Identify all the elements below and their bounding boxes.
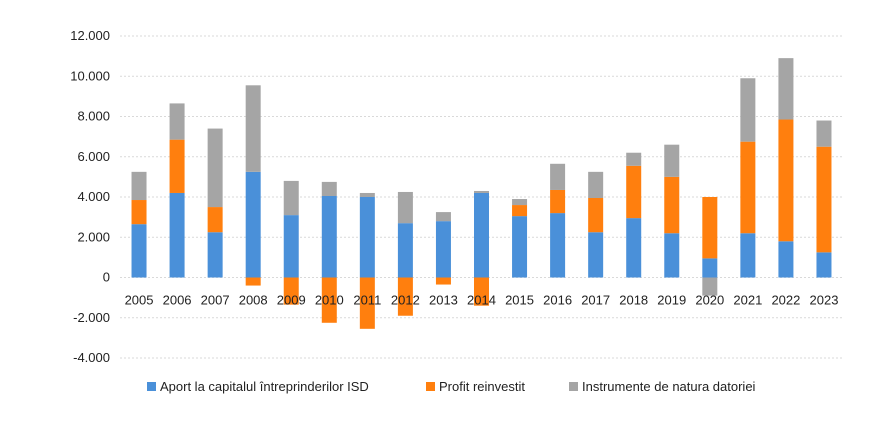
bar-segment bbox=[131, 200, 147, 225]
bars bbox=[131, 58, 832, 329]
x-tick-label: 2015 bbox=[505, 293, 534, 308]
bar-segment bbox=[359, 197, 375, 278]
x-tick-label: 2006 bbox=[163, 293, 192, 308]
bar-segment bbox=[626, 165, 642, 219]
x-tick-label: 2018 bbox=[619, 293, 648, 308]
x-tick-label: 2011 bbox=[353, 293, 381, 308]
bar-segment bbox=[207, 128, 223, 208]
x-tick-label: 2014 bbox=[467, 293, 496, 308]
bar-segment bbox=[397, 223, 413, 278]
bar-segment bbox=[778, 58, 794, 120]
bar-segment bbox=[588, 232, 604, 278]
bar-segment bbox=[702, 277, 718, 296]
y-tick-label: 0 bbox=[103, 270, 110, 285]
bar-segment bbox=[740, 78, 756, 142]
bar-segment bbox=[131, 171, 147, 201]
bar-segment bbox=[664, 233, 680, 278]
x-tick-label: 2007 bbox=[201, 293, 230, 308]
bar-segment bbox=[131, 224, 147, 278]
bar-segment bbox=[169, 139, 185, 193]
x-tick-label: 2009 bbox=[277, 293, 306, 308]
bar-segment bbox=[816, 252, 832, 278]
legend: Aport la capitalul întreprinderilor ISD P… bbox=[147, 379, 756, 394]
x-tick-label: 2023 bbox=[810, 293, 839, 308]
bar-segment bbox=[474, 190, 489, 193]
bar-segment bbox=[245, 85, 261, 172]
bar-segment bbox=[207, 232, 223, 278]
x-tick-label: 2017 bbox=[581, 293, 610, 308]
bar-segment bbox=[512, 216, 528, 278]
bar-segment bbox=[245, 277, 261, 286]
bar-segment bbox=[169, 192, 185, 278]
bar-segment bbox=[435, 221, 451, 278]
bar-segment bbox=[550, 213, 566, 278]
bar-segment bbox=[778, 119, 794, 242]
bar-segment bbox=[321, 181, 337, 196]
bar-segment bbox=[397, 277, 413, 316]
x-tick-label: 2013 bbox=[429, 293, 458, 308]
y-tick-label: 4.000 bbox=[77, 189, 110, 204]
legend-swatch bbox=[147, 382, 156, 391]
y-tick-label: 2.000 bbox=[77, 229, 110, 244]
y-tick-label: 8.000 bbox=[77, 109, 110, 124]
x-tick-label: 2005 bbox=[125, 293, 154, 308]
bar-segment bbox=[435, 277, 451, 285]
legend-swatch bbox=[426, 382, 435, 391]
y-tick-label: -4.000 bbox=[73, 350, 110, 365]
bar-segment bbox=[169, 103, 185, 140]
bar-segment bbox=[626, 152, 642, 166]
bar-segment bbox=[816, 120, 832, 147]
bar-segment bbox=[740, 233, 756, 278]
bar-segment bbox=[245, 171, 261, 278]
bar-segment bbox=[359, 192, 375, 197]
bar-segment bbox=[283, 277, 299, 305]
bar-segment bbox=[588, 171, 604, 199]
x-tick-label: 2008 bbox=[239, 293, 268, 308]
y-tick-label: 6.000 bbox=[77, 149, 110, 164]
bar-segment bbox=[664, 144, 680, 177]
bar-segment bbox=[435, 212, 451, 222]
bar-segment bbox=[626, 218, 642, 278]
bar-segment bbox=[740, 141, 756, 234]
bar-segment bbox=[283, 180, 299, 216]
legend-label: Instrumente de natura datoriei bbox=[582, 379, 756, 394]
legend-label: Aport la capitalul întreprinderilor ISD bbox=[160, 379, 369, 394]
bar-segment bbox=[474, 277, 489, 306]
y-tick-label: 10.000 bbox=[70, 68, 110, 83]
bar-segment bbox=[816, 146, 832, 253]
bar-segment bbox=[474, 192, 489, 278]
bar-segment bbox=[588, 198, 604, 233]
bar-segment bbox=[778, 241, 794, 278]
bar-segment bbox=[512, 199, 528, 206]
legend-label: Profit reinvestit bbox=[439, 379, 525, 394]
y-tick-label: -2.000 bbox=[73, 310, 110, 325]
bar-segment bbox=[321, 195, 337, 278]
x-tick-label: 2022 bbox=[771, 293, 800, 308]
bar-segment bbox=[664, 176, 680, 234]
x-tick-label: 2019 bbox=[657, 293, 686, 308]
x-tick-label: 2010 bbox=[315, 293, 344, 308]
x-tick-label: 2021 bbox=[733, 293, 762, 308]
y-tick-label: 12.000 bbox=[70, 28, 110, 43]
bar-segment bbox=[207, 207, 223, 233]
bar-segment bbox=[359, 277, 375, 329]
x-axis: 2005 2006 2007 2008 2009 2010 2011 2012 2013 2014… bbox=[125, 293, 839, 308]
bar-segment bbox=[550, 163, 566, 190]
bar-segment bbox=[512, 205, 528, 217]
bar-segment bbox=[283, 215, 299, 278]
x-tick-label: 2012 bbox=[391, 293, 420, 308]
bar-segment bbox=[321, 277, 337, 323]
bar-segment bbox=[702, 197, 718, 259]
bar-segment bbox=[702, 258, 718, 278]
legend-swatch bbox=[569, 382, 578, 391]
x-tick-label: 2020 bbox=[695, 293, 724, 308]
x-tick-label: 2016 bbox=[543, 293, 572, 308]
bar-segment bbox=[397, 191, 413, 224]
y-axis: 12.000 10.000 8.000 6.000 4.000 2.000 0 -2.000 -… bbox=[70, 28, 110, 365]
bar-segment bbox=[550, 189, 566, 214]
